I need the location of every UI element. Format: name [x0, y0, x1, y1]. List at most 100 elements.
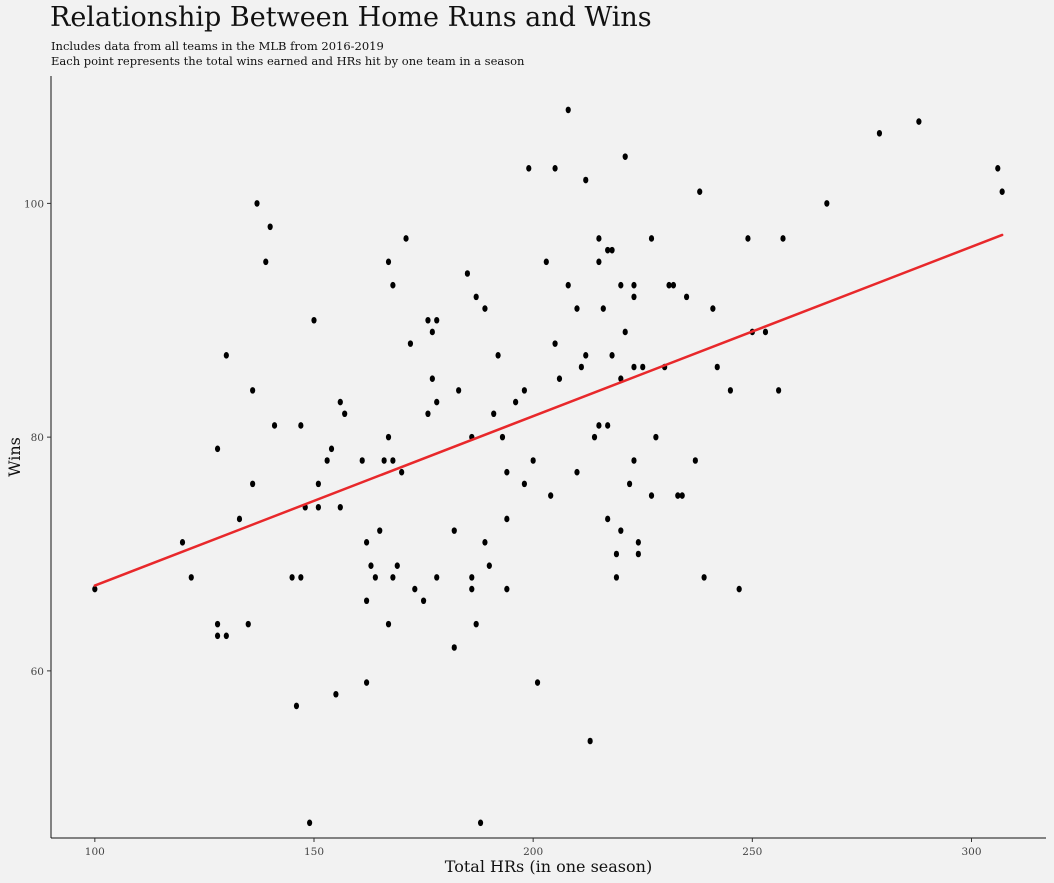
- data-point: [600, 305, 606, 312]
- data-point: [188, 574, 194, 581]
- data-point: [385, 620, 392, 628]
- data-point: [333, 690, 339, 698]
- data-point: [307, 819, 313, 827]
- data-point: [999, 188, 1005, 196]
- data-point: [635, 539, 641, 546]
- data-point: [609, 246, 615, 254]
- data-point: [315, 503, 321, 511]
- data-point: [179, 539, 186, 546]
- data-point: [631, 293, 637, 301]
- data-point: [565, 106, 571, 114]
- x-tick-label: 100: [85, 846, 105, 858]
- data-point: [403, 235, 409, 242]
- data-point: [596, 235, 602, 242]
- data-points: [92, 106, 1005, 827]
- data-point: [363, 539, 370, 546]
- data-point: [293, 702, 300, 710]
- data-point: [425, 410, 431, 418]
- data-point: [526, 165, 532, 172]
- data-point: [456, 387, 462, 394]
- data-point: [434, 574, 440, 581]
- data-point: [390, 457, 396, 464]
- data-point: [565, 281, 571, 289]
- data-point: [762, 328, 769, 336]
- data-point: [714, 363, 720, 371]
- data-point: [609, 352, 615, 359]
- data-point: [596, 258, 602, 266]
- data-point: [679, 492, 685, 499]
- data-point: [473, 293, 479, 301]
- chart-title: Relationship Between Home Runs and Wins: [50, 2, 652, 33]
- x-tick-label: 250: [742, 846, 762, 858]
- data-point: [425, 316, 431, 324]
- data-point: [605, 246, 611, 254]
- data-point: [574, 305, 580, 312]
- data-point: [469, 574, 475, 581]
- data-point: [315, 480, 321, 488]
- data-point: [670, 281, 677, 289]
- data-point: [736, 585, 742, 593]
- y-tick-label: 100: [24, 198, 44, 210]
- data-point: [504, 585, 510, 593]
- data-point: [710, 305, 716, 312]
- data-point: [214, 632, 221, 640]
- x-tick-label: 150: [304, 846, 324, 858]
- data-point: [605, 422, 611, 429]
- data-point: [429, 328, 435, 336]
- data-point: [214, 620, 221, 628]
- data-point: [407, 340, 414, 347]
- y-tick-label: 80: [31, 432, 44, 444]
- data-point: [482, 539, 488, 546]
- data-point: [429, 375, 435, 382]
- data-point: [420, 597, 427, 605]
- trend-line-group: [93, 233, 1004, 587]
- data-point: [605, 515, 611, 523]
- data-point: [223, 352, 229, 359]
- data-point: [701, 574, 707, 581]
- data-point: [377, 527, 383, 534]
- data-point: [372, 574, 378, 581]
- data-point: [473, 620, 479, 628]
- data-point: [92, 585, 98, 593]
- data-point: [591, 433, 598, 441]
- x-tick-label: 300: [961, 846, 981, 858]
- data-point: [311, 316, 317, 324]
- data-point: [499, 433, 506, 441]
- data-point: [683, 293, 690, 301]
- data-point: [236, 515, 243, 523]
- data-point: [618, 281, 624, 289]
- data-point: [368, 562, 374, 569]
- data-point: [214, 445, 221, 453]
- data-point: [399, 468, 405, 476]
- data-point: [995, 165, 1001, 172]
- data-point: [298, 574, 304, 581]
- data-point: [578, 363, 584, 371]
- data-point: [469, 585, 475, 593]
- data-point: [359, 457, 365, 464]
- data-point: [298, 422, 304, 429]
- data-point: [521, 480, 527, 488]
- data-point: [495, 352, 501, 359]
- data-point: [394, 562, 400, 569]
- data-point: [635, 550, 641, 558]
- data-point: [504, 515, 510, 523]
- data-point: [245, 620, 251, 628]
- data-point: [271, 422, 278, 429]
- data-point: [596, 422, 602, 429]
- data-point: [622, 328, 628, 336]
- data-point: [363, 679, 370, 686]
- data-point: [385, 433, 392, 441]
- data-point: [618, 375, 624, 382]
- x-axis-title: Total HRs (in one season): [445, 857, 652, 876]
- data-point: [223, 632, 229, 640]
- data-point: [337, 503, 343, 511]
- data-point: [631, 457, 637, 464]
- x-tick-label: 200: [523, 846, 543, 858]
- data-point: [464, 270, 471, 277]
- data-point: [666, 281, 672, 289]
- data-point: [337, 398, 343, 406]
- data-point: [631, 281, 637, 289]
- data-point: [653, 433, 659, 441]
- chart-subtitle-line-1: Includes data from all teams in the MLB …: [51, 39, 384, 53]
